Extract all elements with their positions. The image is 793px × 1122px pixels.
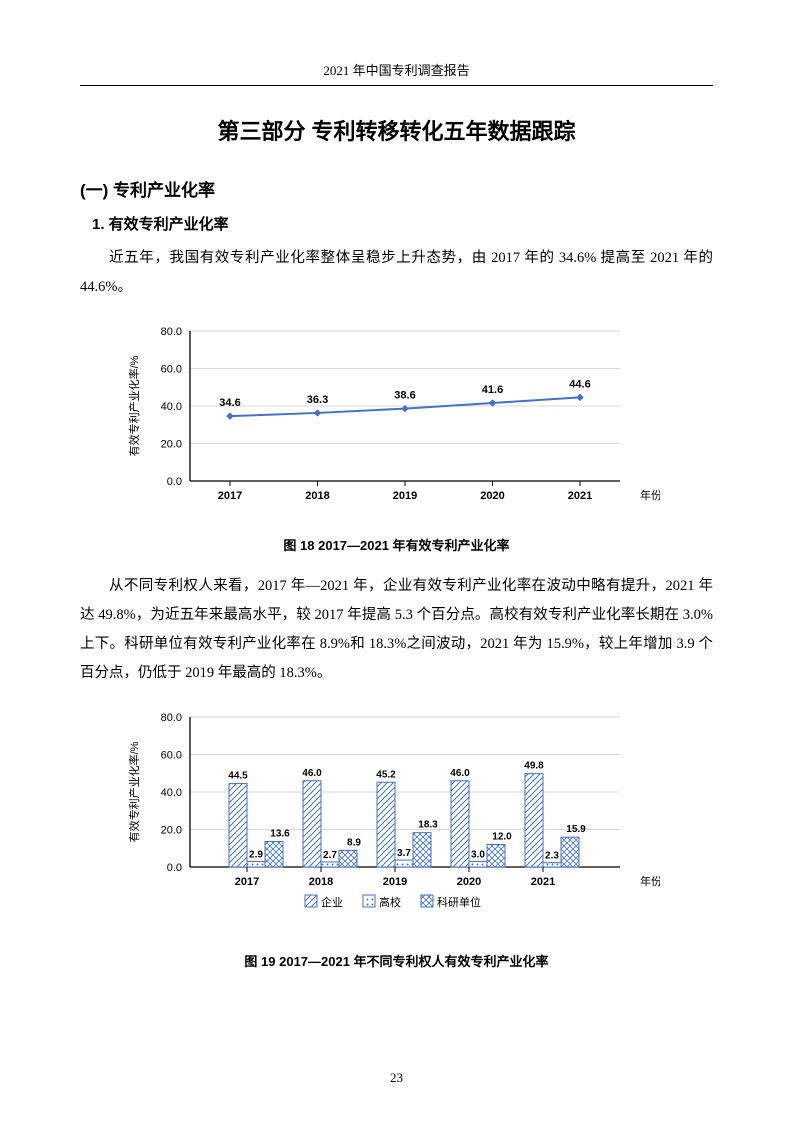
svg-text:科研单位: 科研单位: [437, 895, 481, 909]
svg-text:2017: 2017: [235, 876, 259, 888]
figure-19: 0.0 20.0 40.0 60.0 80.0 44.5 2.9 13.6 2017 46.0 2.…: [120, 702, 713, 937]
svg-text:2.7: 2.7: [323, 850, 337, 861]
svg-text:80.0: 80.0: [161, 712, 182, 724]
paragraph-1: 近五年，我国有效专利产业化率整体呈稳步上升态势，由 2017 年的 34.6% …: [80, 244, 713, 302]
figure-19-caption: 图 19 2017—2021 年不同专利权人有效专利产业化率: [80, 951, 713, 970]
svg-text:年份: 年份: [640, 874, 660, 888]
svg-text:有效专利产业化率/%: 有效专利产业化率/%: [127, 741, 141, 842]
svg-text:60.0: 60.0: [161, 364, 182, 376]
svg-text:20.0: 20.0: [161, 439, 182, 451]
svg-text:46.0: 46.0: [302, 768, 322, 779]
svg-text:36.3: 36.3: [307, 394, 328, 406]
svg-text:2017: 2017: [218, 490, 242, 502]
svg-text:3.7: 3.7: [397, 848, 411, 859]
section-title: 第三部分 专利转移转化五年数据跟踪: [80, 114, 713, 146]
figure-18: 0.0 20.0 40.0 60.0 80.0 34.6 2017 36.3 2018 38.6 2…: [120, 316, 713, 521]
running-head: 2021 年中国专利调查报告: [80, 60, 713, 86]
svg-text:2018: 2018: [309, 876, 333, 888]
svg-text:0.0: 0.0: [167, 476, 182, 488]
svg-text:0.0: 0.0: [167, 862, 182, 874]
svg-text:20.0: 20.0: [161, 825, 182, 837]
svg-text:49.8: 49.8: [524, 761, 544, 772]
svg-text:40.0: 40.0: [161, 401, 182, 413]
heading-1: (一) 专利产业化率: [80, 176, 713, 201]
svg-text:46.0: 46.0: [450, 768, 470, 779]
svg-text:2020: 2020: [480, 490, 504, 502]
svg-text:38.6: 38.6: [394, 390, 415, 402]
svg-text:40.0: 40.0: [161, 787, 182, 799]
svg-text:60.0: 60.0: [161, 750, 182, 762]
svg-text:2019: 2019: [393, 490, 417, 502]
svg-text:18.3: 18.3: [418, 820, 438, 831]
heading-1-1: 1. 有效专利产业化率: [92, 213, 713, 234]
svg-text:8.9: 8.9: [347, 837, 361, 848]
svg-text:企业: 企业: [321, 895, 343, 909]
svg-text:年份: 年份: [640, 488, 660, 502]
svg-text:2021: 2021: [568, 490, 592, 502]
svg-text:有效专利产业化率/%: 有效专利产业化率/%: [127, 355, 141, 456]
figure-18-caption: 图 18 2017—2021 年有效专利产业化率: [80, 535, 713, 554]
paragraph-2: 从不同专利权人来看，2017 年—2021 年，企业有效专利产业化率在波动中略有…: [80, 572, 713, 688]
svg-text:2021: 2021: [531, 876, 555, 888]
svg-text:41.6: 41.6: [482, 384, 503, 396]
svg-text:2.3: 2.3: [545, 851, 559, 862]
svg-text:34.6: 34.6: [219, 397, 240, 409]
svg-text:2020: 2020: [457, 876, 481, 888]
svg-text:44.5: 44.5: [228, 771, 248, 782]
svg-text:3.0: 3.0: [471, 849, 485, 860]
svg-text:80.0: 80.0: [161, 326, 182, 338]
svg-text:2.9: 2.9: [249, 850, 263, 861]
svg-text:44.6: 44.6: [569, 378, 590, 390]
svg-text:45.2: 45.2: [376, 769, 396, 780]
svg-text:高校: 高校: [379, 895, 401, 909]
svg-text:12.0: 12.0: [492, 832, 512, 843]
svg-text:15.9: 15.9: [566, 824, 586, 835]
svg-text:13.6: 13.6: [270, 829, 290, 840]
page-number: 23: [0, 1070, 793, 1086]
svg-text:2018: 2018: [305, 490, 329, 502]
svg-text:2019: 2019: [383, 876, 407, 888]
